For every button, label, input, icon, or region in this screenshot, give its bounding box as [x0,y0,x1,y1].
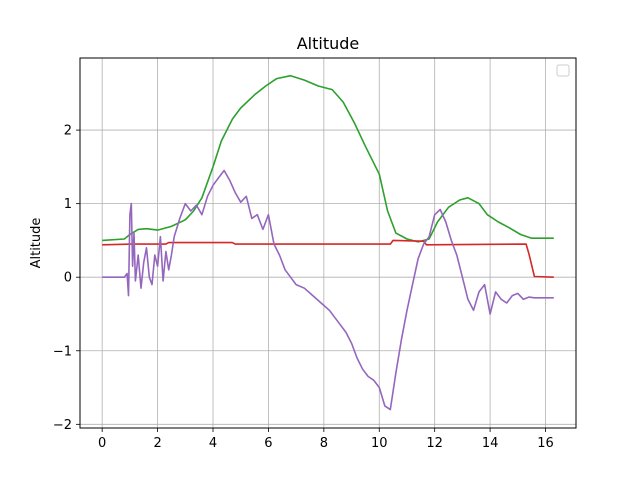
x-tick-label: 0 [98,436,106,451]
y-tick-label: −2 [53,418,72,433]
x-tick-label: 14 [482,436,499,451]
x-tick-label: 6 [264,436,272,451]
x-tick-label: 10 [371,436,388,451]
x-tick-label: 4 [209,436,217,451]
x-tick-label: 2 [153,436,161,451]
y-tick-label: −1 [53,344,72,359]
y-axis-title: Altitude [29,218,44,269]
legend-box [556,64,570,77]
series-layer [102,74,554,411]
x-tick-label: 8 [320,436,328,451]
y-tick-label: 1 [64,197,72,212]
y-tick-label: 0 [64,271,72,286]
y-tick-label: 2 [64,124,72,139]
series-line-3 [102,169,554,411]
plot-frame [79,57,577,429]
x-tick-label: 12 [426,436,443,451]
series-line-1 [102,74,554,243]
x-tick-label: 16 [537,436,554,451]
series-line-2 [102,239,554,278]
chart-title: Altitude [297,34,360,53]
